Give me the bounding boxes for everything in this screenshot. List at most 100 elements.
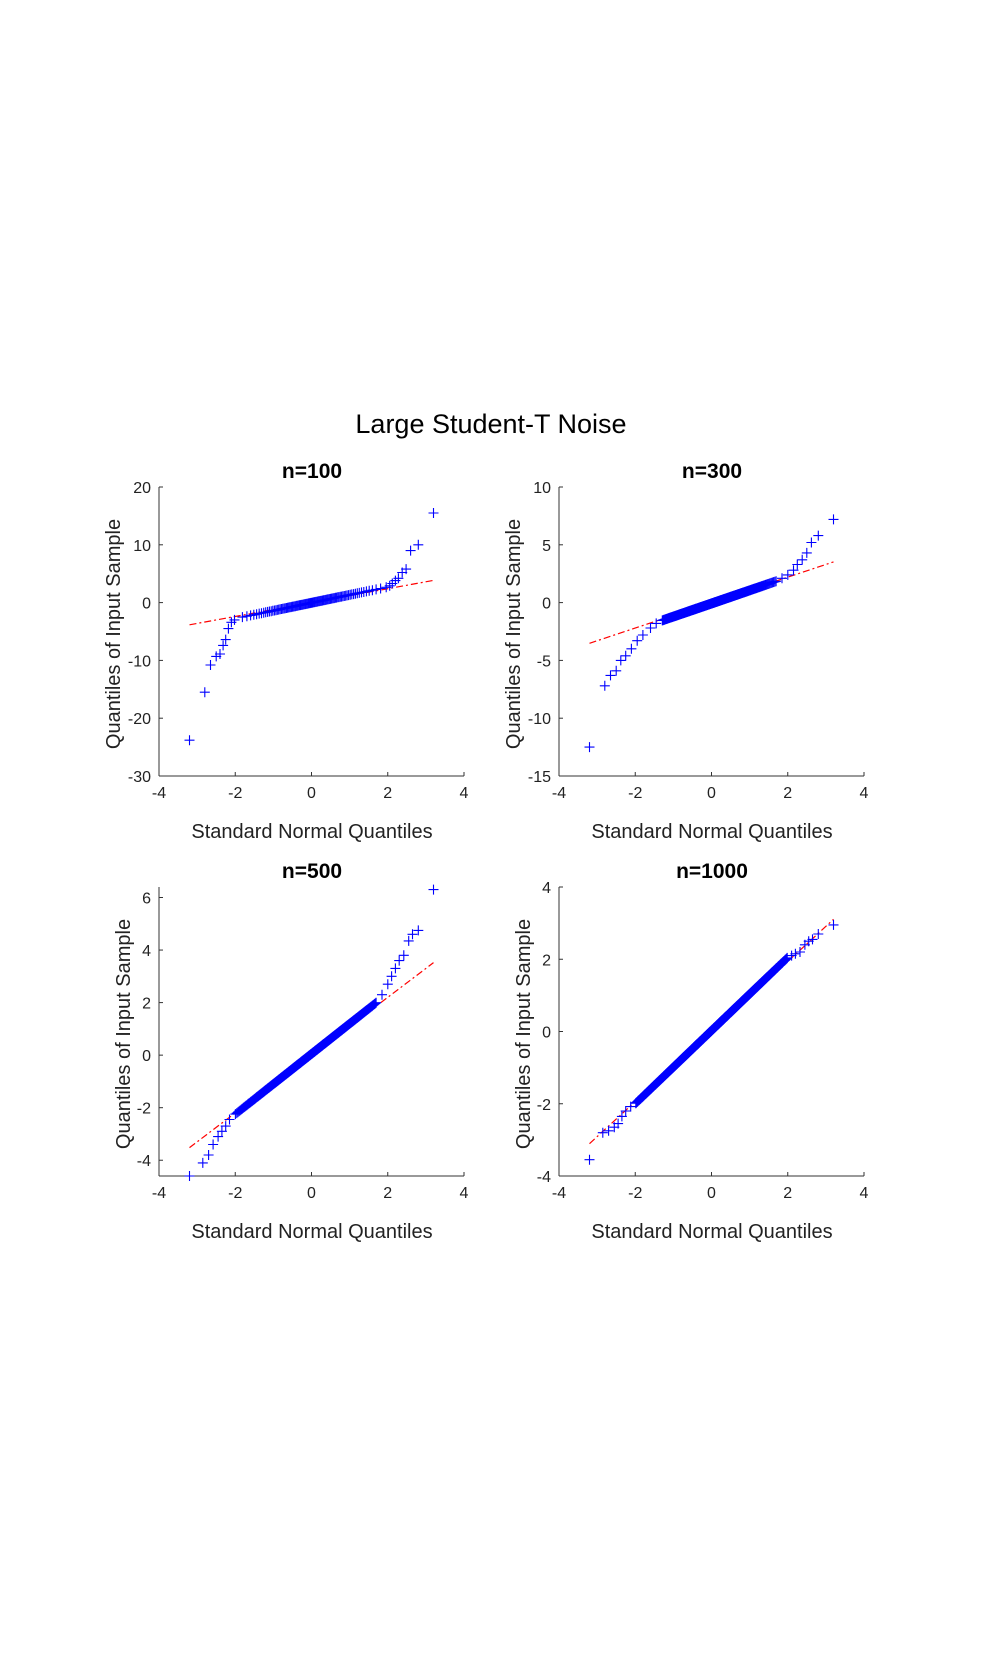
- data-point: [220, 634, 231, 645]
- data-point: [806, 537, 817, 548]
- x-axis-label: Standard Normal Quantiles: [591, 821, 832, 843]
- data-point: [413, 539, 424, 550]
- data-point: [795, 947, 805, 957]
- x-tick-label: -4: [152, 785, 166, 802]
- data-point: [790, 948, 801, 959]
- data-points: [584, 514, 839, 753]
- data-point: [215, 649, 225, 659]
- data-point: [213, 1131, 224, 1142]
- data-point: [393, 573, 404, 584]
- data-point: [828, 919, 839, 930]
- data-point: [375, 583, 386, 594]
- data-point: [220, 1121, 231, 1132]
- data-point: [584, 1154, 595, 1165]
- data-point: [370, 998, 381, 1009]
- y-tick-label: 4: [142, 943, 151, 960]
- y-tick-label: -15: [528, 769, 551, 786]
- data-point: [813, 929, 824, 939]
- data-point: [224, 1114, 235, 1125]
- data-point: [645, 623, 656, 633]
- data-point: [428, 508, 439, 518]
- x-axis-label: Standard Normal Quantiles: [591, 1221, 832, 1243]
- data-point: [382, 979, 393, 990]
- y-axis-label: Quantiles of Input Sample: [113, 919, 135, 1149]
- data-point: [361, 586, 372, 597]
- data-point: [782, 569, 793, 580]
- data-point: [792, 559, 803, 570]
- x-tick-label: -4: [552, 1185, 566, 1202]
- x-tick-label: 4: [460, 785, 469, 802]
- data-point: [632, 635, 643, 646]
- data-point: [407, 929, 418, 940]
- y-tick-label: -10: [128, 653, 151, 670]
- y-tick-label: 0: [142, 1048, 151, 1065]
- data-point: [651, 618, 662, 629]
- data-point: [613, 1118, 624, 1129]
- x-tick-label: -2: [628, 1185, 642, 1202]
- y-axis-label: Quantiles of Input Sample: [513, 919, 535, 1149]
- x-tick-label: 4: [860, 785, 869, 802]
- data-point: [203, 1150, 214, 1160]
- data-point: [229, 614, 240, 625]
- x-tick-label: 2: [783, 1185, 792, 1202]
- data-point: [782, 952, 793, 963]
- data-point: [813, 530, 824, 541]
- data-point: [386, 971, 397, 982]
- data-point: [358, 587, 369, 597]
- subplot-n300: n=300 Standard Normal Quantiles Quantile…: [503, 460, 869, 843]
- y-axis-label: Quantiles of Input Sample: [103, 519, 125, 749]
- data-point: [216, 1126, 227, 1137]
- subplot-title: n=100: [282, 460, 342, 483]
- data-point: [615, 655, 626, 666]
- data-point: [403, 935, 414, 946]
- x-tick-label: -2: [228, 785, 242, 802]
- y-tick-label: 2: [142, 996, 151, 1013]
- data-point: [377, 989, 387, 1000]
- data-point: [620, 650, 631, 661]
- data-point: [788, 565, 799, 576]
- data-point: [205, 660, 216, 670]
- y-tick-label: -2: [537, 1097, 551, 1114]
- subplot-title: n=1000: [676, 860, 748, 883]
- data-points: [584, 919, 839, 1165]
- data-point: [237, 612, 248, 623]
- x-tick-label: 2: [783, 785, 792, 802]
- x-tick-label: -2: [228, 1185, 242, 1202]
- x-tick-label: 0: [307, 785, 316, 802]
- data-point: [605, 670, 616, 681]
- data-point: [801, 547, 812, 558]
- data-point: [223, 623, 234, 634]
- data-point: [208, 1139, 219, 1150]
- data-point: [625, 1101, 636, 1112]
- y-tick-label: 6: [142, 891, 151, 908]
- subplot-n500: n=500 Standard Normal Quantiles Quantile…: [113, 860, 469, 1243]
- data-point: [780, 954, 791, 965]
- subplot-n100: n=100 Standard Normal Quantiles Quantile…: [103, 460, 469, 843]
- y-tick-label: 5: [542, 538, 551, 555]
- data-point: [597, 1127, 608, 1138]
- x-tick-label: 4: [460, 1185, 469, 1202]
- data-point: [797, 554, 808, 565]
- data-point: [398, 950, 409, 961]
- y-tick-label: 0: [142, 596, 151, 613]
- data-point: [780, 954, 791, 965]
- x-tick-label: -4: [152, 1185, 166, 1202]
- x-tick-label: 4: [860, 1185, 869, 1202]
- data-point: [371, 584, 382, 595]
- data-point: [779, 955, 790, 966]
- y-tick-label: -2: [137, 1101, 151, 1118]
- y-tick-label: -4: [137, 1153, 151, 1170]
- data-point: [218, 640, 229, 651]
- data-point: [771, 576, 782, 587]
- data-point: [413, 925, 424, 936]
- y-tick-label: 2: [542, 952, 551, 969]
- y-tick-label: -30: [128, 769, 151, 786]
- data-point: [368, 999, 379, 1010]
- x-tick-label: 0: [707, 785, 716, 802]
- data-point: [620, 1106, 631, 1116]
- y-tick-label: -10: [528, 711, 551, 728]
- reference-line: [589, 561, 834, 644]
- data-point: [401, 564, 412, 575]
- data-point: [637, 630, 648, 640]
- data-point: [599, 680, 610, 691]
